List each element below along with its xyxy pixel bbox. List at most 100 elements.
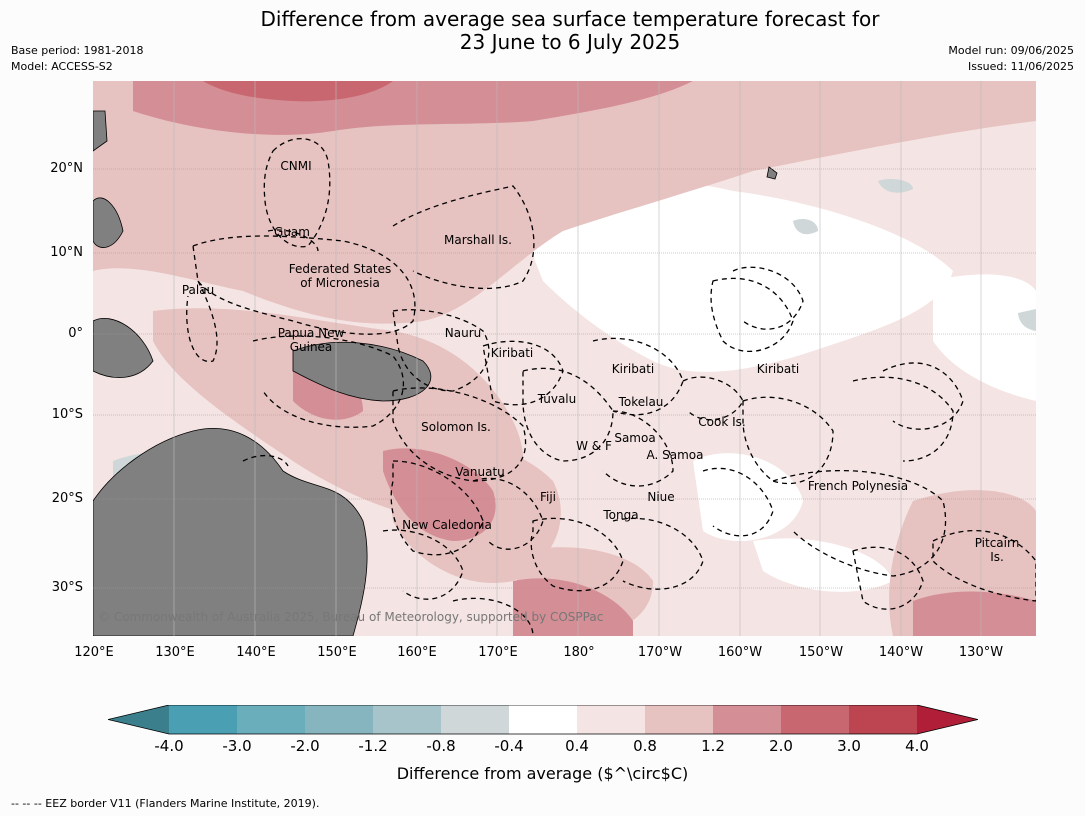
sst-anomaly-map [93,81,1036,636]
colorbar-bin [509,705,577,734]
title-line-2: 23 June to 6 July 2025 [459,30,681,54]
colorbar-bin [169,705,237,734]
anomaly-band-2.0-3.0 [203,81,393,102]
colorbar-bin [237,705,305,734]
colorbar-tick: -2.0 [290,737,320,755]
model-info: Base period: 1981-2018 Model: ACCESS-S2 [11,43,143,75]
colorbar-bin [713,705,781,734]
colorbar-outline [108,705,978,735]
anomaly-band-0.8-1.2 [93,81,1036,324]
anomaly-band-1.2-2.0 [383,448,496,541]
colorbar-extend-high [917,705,978,734]
neutral-region [523,183,953,372]
colorbar-bin [577,705,645,734]
neutral-region [693,453,803,541]
lon-label-130w: 130°W [958,645,1004,660]
lat-label-30s: 30°S [51,580,83,595]
base-period: Base period: 1981-2018 [11,44,144,57]
taiwan-landmass [93,110,108,152]
australia-landmass [93,428,368,636]
lat-label-20s: 20°S [51,491,83,506]
cool-patch [878,178,913,193]
anomaly-band-1.2-2.0 [913,591,1036,636]
place-label: Pitcairn [974,536,1020,550]
place-label: Cook Is. [698,415,746,429]
place-label: Solomon Is. [421,420,491,434]
lon-label-160e: 160°E [397,645,437,660]
map-title: Difference from average sea surface temp… [0,8,1085,54]
colorbar-tick: 1.2 [701,737,725,755]
colorbar-tick: 0.8 [633,737,657,755]
neutral-region [933,274,1036,401]
lon-label-140e: 140°E [236,645,276,660]
graticule [93,81,1036,636]
colorbar-tick: -0.4 [494,737,524,755]
place-label: Tokelau [618,395,664,409]
colorbar-tick: -4.0 [154,737,184,755]
map-canvas [93,81,1036,636]
place-label: New Caledonia [402,518,492,532]
lon-label-180: 180° [563,645,595,660]
colorbar-tick: -3.0 [222,737,252,755]
place-label: Vanuatu [455,465,505,479]
lon-label-170w: 170°W [637,645,683,660]
place-label: Fiji [539,490,557,504]
lat-label-0: 0° [68,326,83,341]
lat-label-10n: 10°N [50,245,83,260]
place-label: Niue [647,490,675,504]
model-name: Model: ACCESS-S2 [11,60,113,73]
place-label: Guam [274,225,310,239]
colorbar-tick: 4.0 [905,737,929,755]
lon-label-150e: 150°E [317,645,357,660]
hawaii-landmass [766,166,778,180]
place-label: Is. [990,550,1004,564]
place-label: Nauru [444,326,482,340]
anomaly-band-1.2-2.0 [513,578,633,636]
colorbar-bin [781,705,849,734]
place-label: Kiribati [756,362,800,376]
lon-label-120e: 120°E [74,645,114,660]
eez-borders [186,138,1036,636]
colorbar-tick: 0.4 [565,737,589,755]
lon-label-140w: 140°W [878,645,924,660]
eez-legend: -- -- -- EEZ border V11 (Flanders Marine… [11,797,320,810]
place-label: Tuvalu [537,392,577,406]
place-label: Samoa [614,431,656,445]
place-label: Federated States [288,262,392,276]
place-label: Tonga [603,508,639,522]
run-info: Model run: 09/06/2025 Issued: 11/06/2025 [948,43,1074,75]
place-label: Palau [181,283,215,297]
colorbar-bin [645,705,713,734]
place-label: Guinea [289,340,333,354]
colorbar-label: Difference from average ($^\circ$C) [396,764,689,783]
colorbar-tick: -1.2 [358,737,388,755]
issued-date: Issued: 11/06/2025 [967,60,1074,73]
model-run: Model run: 09/06/2025 [948,44,1074,57]
lat-label-10s: 10°S [51,407,83,422]
colorbar-bin [441,705,509,734]
colorbar-bin [305,705,373,734]
place-label: French Polynesia [807,479,909,493]
lon-label-170e: 170°E [478,645,518,660]
place-label: Kiribati [611,362,655,376]
colorbar-extend-low [108,705,169,734]
place-label: Kiribati [490,346,534,360]
place-label: W & F [576,439,612,453]
colorbar-tick: 2.0 [769,737,793,755]
colorbar-tick: -0.8 [426,737,456,755]
cool-patch [793,219,818,235]
place-label: Marshall Is. [444,233,512,247]
place-label: CNMI [280,159,312,173]
place-label: A. Samoa [646,448,704,462]
lon-label-150w: 150°W [798,645,844,660]
colorbar [108,705,978,735]
philippines-indonesia-landmass [93,318,154,378]
place-label: of Micronesia [300,276,380,290]
lon-label-130e: 130°E [155,645,195,660]
philippines-landmass [93,197,124,248]
title-line-1: Difference from average sea surface temp… [260,7,880,31]
place-label: Papua New [277,326,345,340]
cool-patch [1018,309,1036,331]
colorbar-tick: 3.0 [837,737,861,755]
colorbar-bin [849,705,917,734]
